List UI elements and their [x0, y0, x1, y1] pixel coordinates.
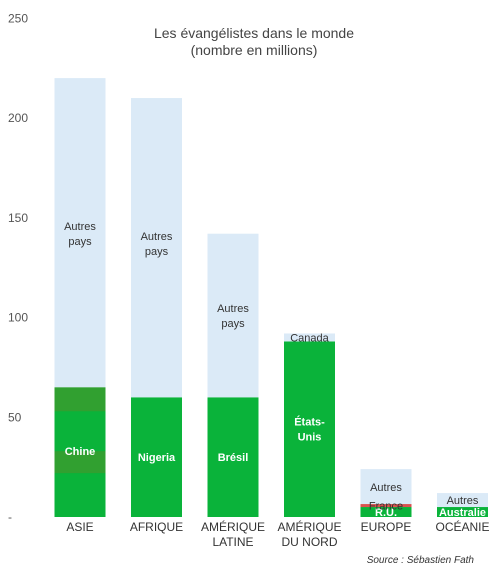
- bar-segment: [437, 493, 488, 508]
- segment-label: R.U.: [375, 507, 397, 519]
- bar-segment: [284, 333, 335, 342]
- bar-segment: [131, 397, 182, 517]
- source-note: Source : Sébastien Fath: [367, 555, 475, 566]
- bars: Chine Autres pays Nigeria Autres pays Brésil Au…: [54, 78, 488, 519]
- y-tick-label: 200: [8, 111, 28, 125]
- x-category-label: AMÉRIQUE: [201, 519, 265, 534]
- bar-stack: R.U.France Autres: [360, 469, 412, 519]
- segment-label: pays: [145, 246, 169, 258]
- segment-label: Canada: [290, 332, 329, 344]
- y-axis: - 50 100 150 200 250: [8, 11, 28, 524]
- bar-segment: [54, 78, 106, 388]
- x-category-label: LATINE: [212, 535, 253, 549]
- x-category-label: OCÉANIE: [435, 519, 489, 534]
- x-category-label: AMÉRIQUE: [277, 519, 341, 534]
- bar-segment: [284, 341, 335, 517]
- segment-label: Autres: [447, 495, 479, 507]
- bar-stack: Chine Autres pays: [54, 78, 106, 517]
- bar-segment: [437, 507, 488, 517]
- bar-segment: [131, 98, 182, 398]
- segment-label: Nigeria: [138, 452, 176, 464]
- bar-stack: Nigeria Autres pays: [131, 98, 182, 517]
- segment-label: pays: [68, 236, 92, 248]
- segment-label: Autres: [141, 231, 173, 243]
- chart-title: Les évangélistes dans le monde: [154, 25, 354, 41]
- bar-segment: [207, 397, 259, 517]
- y-tick-label: -: [8, 510, 12, 524]
- segment-label: États-: [294, 416, 325, 429]
- bar-segment-band: [54, 387, 106, 412]
- segment-label: Brésil: [218, 452, 249, 464]
- x-category-label: DU NORD: [282, 535, 338, 549]
- x-category-label: AFRIQUE: [130, 520, 183, 534]
- segment-label: Autres: [64, 221, 96, 233]
- bar-segment: [207, 233, 259, 398]
- bar-segment: [360, 504, 412, 508]
- segment-label: France: [369, 500, 403, 512]
- segment-label: Australie: [439, 507, 486, 519]
- y-tick-label: 150: [8, 211, 28, 225]
- bar-segment: [360, 507, 412, 517]
- chart-subtitle: (nombre en millions): [191, 42, 318, 58]
- x-category-label: ASIE: [66, 520, 93, 534]
- segment-label: Autres: [370, 482, 402, 494]
- segment-label: Chine: [65, 446, 96, 458]
- segment-label: pays: [221, 318, 245, 330]
- x-category-label: EUROPE: [361, 520, 412, 534]
- y-tick-label: 50: [8, 410, 22, 424]
- bar-segment-band: [54, 451, 106, 474]
- y-tick-label: 250: [8, 11, 28, 25]
- bar-stack: Brésil Autres pays: [207, 233, 259, 517]
- bar-stack: États- Unis Canada: [284, 332, 335, 517]
- bar-segment: [360, 469, 412, 505]
- segment-label: Unis: [298, 432, 322, 444]
- y-tick-label: 100: [8, 311, 28, 325]
- segment-label: Autres: [217, 303, 249, 315]
